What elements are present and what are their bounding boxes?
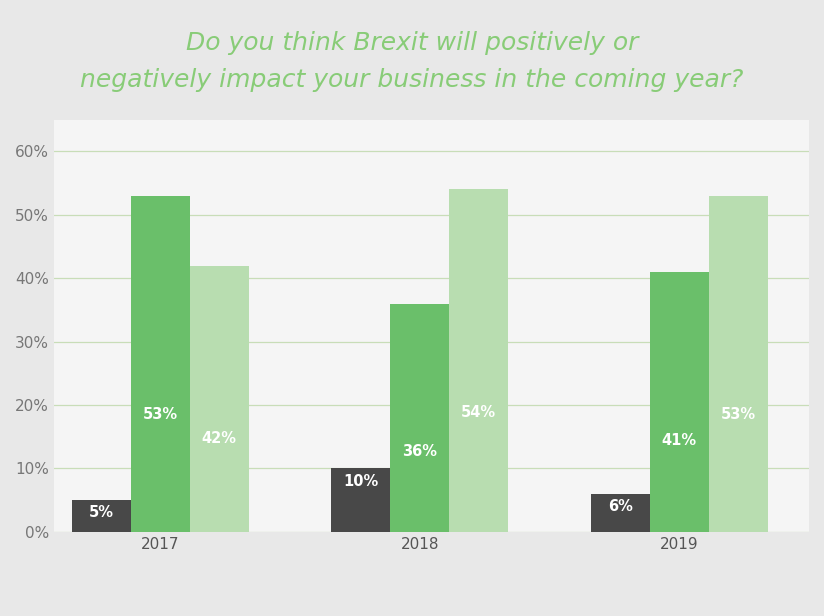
Text: Do you think Brexit will positively or: Do you think Brexit will positively or <box>186 31 638 55</box>
Bar <box>72 500 130 532</box>
Bar <box>331 468 390 532</box>
Text: 53%: 53% <box>721 407 756 422</box>
Text: 54%: 54% <box>461 405 496 419</box>
Bar <box>709 196 768 532</box>
Text: 36%: 36% <box>402 445 437 460</box>
Bar <box>130 196 190 532</box>
Text: 42%: 42% <box>202 431 236 446</box>
Bar <box>649 272 709 532</box>
Bar <box>390 304 449 532</box>
Bar <box>190 265 249 532</box>
Text: 53%: 53% <box>143 407 178 422</box>
Text: 10%: 10% <box>343 474 378 488</box>
Text: 41%: 41% <box>662 434 697 448</box>
Bar <box>449 190 508 532</box>
Bar <box>591 494 649 532</box>
Text: 5%: 5% <box>88 505 114 521</box>
Text: 6%: 6% <box>608 499 633 514</box>
Text: negatively impact your business in the coming year?: negatively impact your business in the c… <box>80 68 744 92</box>
